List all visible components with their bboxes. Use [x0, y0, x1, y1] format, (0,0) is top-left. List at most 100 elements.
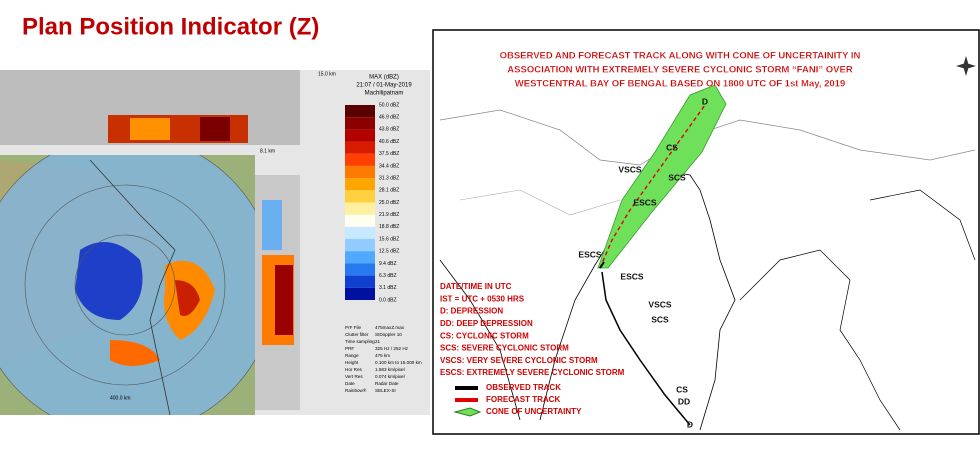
- scale-label: 15.6 dBZ: [379, 236, 399, 242]
- scale-swatch: [345, 251, 375, 264]
- map-title: WESTCENTRAL BAY OF BENGAL BASED ON 1800 …: [515, 79, 845, 90]
- scale-label: 34.4 dBZ: [379, 163, 399, 169]
- legend-label: CONE OF UNCERTAINTY: [486, 407, 582, 416]
- legend-note: CS: CYCLONIC STORM: [440, 331, 529, 340]
- scale-swatch: [345, 117, 375, 130]
- color-scale: 50.0 dBZ 46.9 dBZ 43.8 dBZ 40.6 dBZ 37.5 dBZ…: [345, 102, 399, 303]
- scale-label: 21.9 dBZ: [379, 212, 399, 218]
- scale-swatch: [345, 178, 375, 191]
- map-labels: OBSERVED AND FORECAST TRACK ALONG WITH C…: [440, 50, 861, 429]
- scale-label: 50.0 dBZ: [379, 102, 399, 108]
- product: MAX (dBZ): [369, 75, 399, 81]
- track-label: CS: [666, 142, 678, 152]
- track-map: OBSERVED AND FORECAST TRACK ALONG WITH C…: [432, 29, 980, 435]
- ppi-view: [0, 155, 255, 415]
- scale-label: 9.4 dBZ: [379, 261, 397, 267]
- echo: [75, 242, 143, 320]
- legend-note: DD: DEEP DEPRESSION: [440, 319, 533, 328]
- scale-label: 37.5 dBZ: [379, 151, 399, 157]
- echo-side: [262, 200, 282, 250]
- slide-title: Plan Position Indicator (Z): [22, 13, 319, 40]
- scale-label: 28.1 dBZ: [379, 188, 399, 194]
- station: Machilipatnam: [365, 91, 404, 97]
- info-label: PRF: [345, 346, 354, 351]
- cone-of-uncertainty: [597, 84, 727, 269]
- track-label: ESCS: [620, 271, 643, 281]
- legend-note: DATE/TIME IN UTC: [440, 282, 512, 291]
- info-label: Rainbow®: [345, 387, 367, 393]
- scale-swatch: [345, 165, 375, 179]
- info-label: PrF File: [345, 325, 362, 330]
- legend-note: SCS: SEVERE CYCLONIC STORM: [440, 344, 569, 353]
- scale-label: 6.3 dBZ: [379, 273, 397, 279]
- info-label: Vert Res: [345, 374, 363, 379]
- range-ring: [24, 184, 226, 386]
- info-label: Clutter filter: [345, 332, 369, 337]
- coastline: [89, 159, 176, 415]
- scale-swatch: [345, 129, 375, 142]
- scale-label: 3.1 dBZ: [379, 285, 397, 291]
- info-value: 0.100 km to 15.000 km: [375, 360, 422, 365]
- legend-label: OBSERVED TRACK: [486, 383, 561, 392]
- track-label: VSCS: [648, 299, 671, 309]
- scale-label: 25.0 dBZ: [379, 200, 399, 206]
- scale-swatch: [345, 202, 375, 215]
- radar-info: PrF File 475maxZ.max Clutter filter SIDoppl…: [345, 325, 422, 393]
- scale-swatch: [345, 105, 375, 118]
- track-label: ESCS: [633, 197, 656, 207]
- echo-top: [130, 118, 170, 140]
- scale-label: 40.6 dBZ: [379, 139, 399, 145]
- coastline: [439, 259, 521, 421]
- coastline: [539, 169, 736, 431]
- info-value: Radar Date: [375, 381, 399, 386]
- info-value: 21: [375, 339, 381, 344]
- map-title: OBSERVED AND FORECAST TRACK ALONG WITH C…: [500, 51, 861, 62]
- scale-label: 43.8 dBZ: [379, 127, 399, 133]
- north-arrow: [956, 56, 976, 76]
- track-label: ESCS: [578, 249, 601, 259]
- echo: [175, 280, 200, 316]
- legend-label: FORECAST TRACK: [486, 395, 560, 404]
- info-label: Height: [345, 360, 359, 365]
- track-label: D: [687, 419, 693, 429]
- track-label: D: [702, 96, 708, 106]
- legend-note: VSCS: VERY SEVERE CYCLONIC STORM: [440, 356, 598, 365]
- info-value: 1.583 km/pixel: [375, 367, 405, 372]
- track-label: DD: [678, 396, 690, 406]
- track-label: SCS: [668, 172, 686, 182]
- border: [459, 189, 621, 216]
- scale-label: 12.5 dBZ: [379, 249, 399, 255]
- scale-swatch: [345, 226, 375, 240]
- time: 21:07 / 01-May-2019: [356, 83, 412, 89]
- scale-label: 31.3 dBZ: [379, 175, 399, 181]
- track-label: VSCS: [618, 164, 641, 174]
- coastline: [869, 189, 976, 261]
- info-label: Range: [345, 353, 359, 358]
- info-label: Time sampling: [345, 339, 375, 344]
- scale-swatch: [345, 275, 375, 288]
- radar-panel: MAX (dBZ) 21:07 / 01-May-2019 Machilipat…: [0, 70, 430, 415]
- info-value: 475maxZ.max: [375, 325, 405, 330]
- range-label: 400.0 km: [110, 395, 131, 401]
- range-ring: [74, 234, 176, 336]
- echo: [110, 340, 160, 366]
- scale-swatch: [345, 287, 375, 300]
- scale-swatch: [345, 214, 375, 227]
- echo-side: [275, 265, 293, 335]
- height-label: 8.1 km: [260, 148, 275, 154]
- info-label: Date: [345, 381, 355, 386]
- info-value: SELEX-SI: [375, 388, 396, 393]
- scale-swatch: [345, 263, 375, 276]
- scale-swatch: [345, 153, 375, 166]
- scale-swatch: [345, 141, 375, 154]
- observed-track: [599, 261, 605, 269]
- compass: [956, 56, 976, 76]
- legend-symbol: [453, 407, 482, 417]
- info-value: 325 Hz / 252 Hz: [375, 346, 409, 351]
- info-value: SIDoppler 10: [375, 332, 402, 337]
- scale-swatch: [345, 239, 375, 252]
- scale-swatch: [345, 190, 375, 203]
- track-label: CS: [676, 384, 688, 394]
- info-value: 475 km: [375, 353, 390, 358]
